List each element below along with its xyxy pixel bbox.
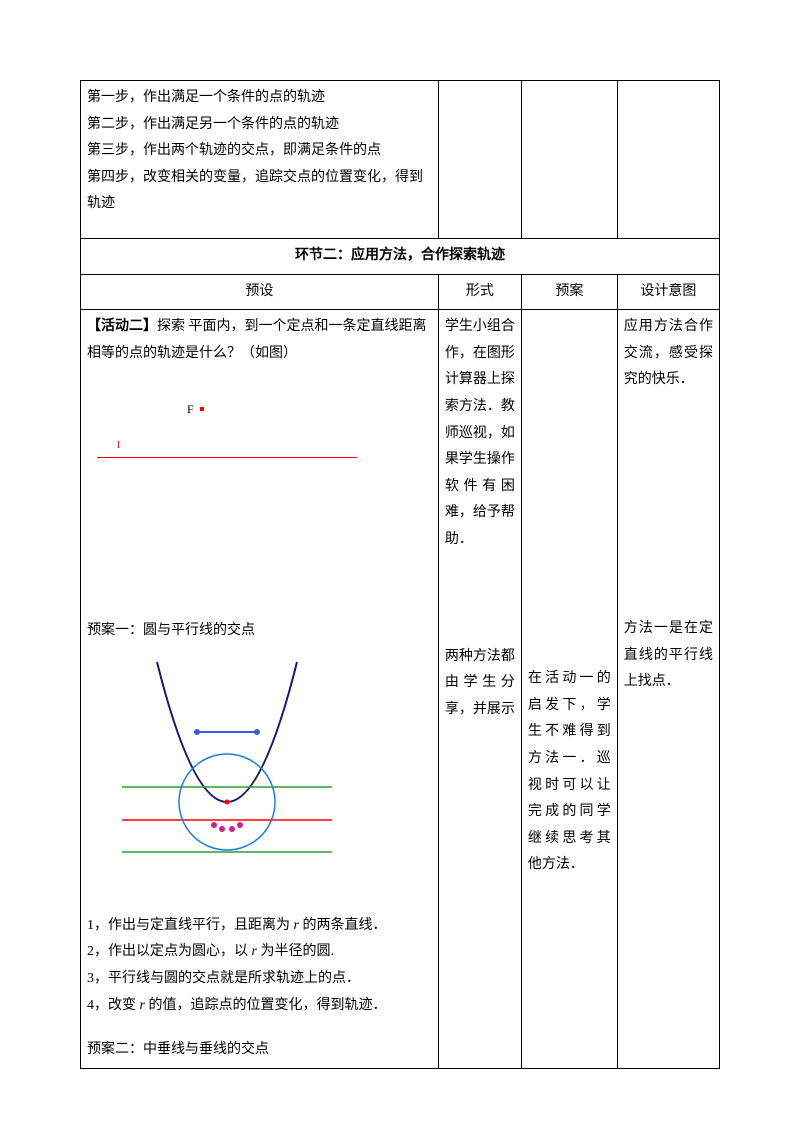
header-intent: 设计意图 [617,274,719,310]
form-block1: 学生小组合作，在图形计算器上探索方法．教师巡视，如果学生操作软件有困难，给予帮助… [445,314,515,553]
header-form: 形式 [438,274,521,310]
step-1: 第一步，作出满足一个条件的点的轨迹 [87,85,432,112]
preset-cell: 【活动二】探索 平面内，到一个定点和一条定直线距离相等的点的轨迹是什么？（如图）… [81,310,439,1069]
form-block2: 两种方法都由学生分享，并展示 [445,644,515,724]
intent-block2: 方法一是在定直线的平行线上找点． [624,616,713,696]
plan-cell: 在活动一的启发下，学生不难得到方法一．巡视时可以让完成的同学继续思考其他方法． [521,310,617,1069]
intent-block1: 应用方法合作交流，感受探究的快乐． [624,314,713,394]
activity2-text: 【活动二】探索 平面内，到一个定点和一条定直线距离相等的点的轨迹是什么？（如图） [87,314,432,367]
line-l-label: l [117,439,120,451]
parabola-svg [117,652,337,882]
top-plan-cell [521,81,617,239]
top-intent-cell [617,81,719,239]
header-preset: 预设 [81,274,439,310]
trace-point-3 [229,826,235,832]
trace-point-4 [237,822,243,828]
line-l [97,457,357,458]
trace-point-2 [219,826,225,832]
trace-point-1 [211,822,217,828]
point-f-label: F [187,402,194,416]
top-steps-cell: 第一步，作出满足一个条件的点的轨迹 第二步，作出满足另一个条件的点的轨迹 第三步… [81,81,439,239]
segment-point-left [194,729,200,735]
step-3: 第三步，作出两个轨迹的交点，即满足条件的点 [87,138,432,165]
plan-block2: 在活动一的启发下，学生不难得到方法一．巡视时可以让完成的同学继续思考其他方法． [528,666,611,879]
content-row: 【活动二】探索 平面内，到一个定点和一条定直线距离相等的点的轨迹是什么？（如图）… [81,310,720,1069]
section-header-row: 环节二：应用方法，合作探索轨迹 [81,238,720,274]
top-row: 第一步，作出满足一个条件的点的轨迹 第二步，作出满足另一个条件的点的轨迹 第三步… [81,81,720,239]
step-2: 第二步，作出满足另一个条件的点的轨迹 [87,112,432,139]
plan1-step-3: 3，平行线与圆的交点就是所求轨迹上的点． [87,966,432,993]
lesson-table: 第一步，作出满足一个条件的点的轨迹 第二步，作出满足另一个条件的点的轨迹 第三步… [80,80,720,1069]
plan1-step-4: 4，改变 r 的值，追踪点的位置变化，得到轨迹． [87,993,432,1020]
intent-cell: 应用方法合作交流，感受探究的快乐． 方法一是在定直线的平行线上找点． [617,310,719,1069]
diagram-point-line: F l [87,367,432,477]
activity2-title: 【活动二】 [87,319,157,334]
plan1-step-2: 2，作出以定点为圆心，以 r 为半径的圆. [87,939,432,966]
plan2-title: 预案二：中垂线与垂线的交点 [87,1037,432,1064]
point-f-dot [200,407,204,411]
column-header-row: 预设 形式 预案 设计意图 [81,274,720,310]
focus-point [225,800,230,805]
form-cell: 学生小组合作，在图形计算器上探索方法．教师巡视，如果学生操作软件有困难，给予帮助… [438,310,521,1069]
top-form-cell [438,81,521,239]
segment-point-right [254,729,260,735]
plan1-title: 预案一：圆与平行线的交点 [87,618,432,645]
plan1-step-1: 1，作出与定直线平行，且距离为 r 的两条直线． [87,913,432,940]
section-title: 环节二：应用方法，合作探索轨迹 [81,238,720,274]
header-plan: 预案 [521,274,617,310]
step-4: 第四步，改变相关的变量，追踪交点的位置变化，得到轨迹 [87,165,432,218]
diagram-parabola [87,644,432,901]
